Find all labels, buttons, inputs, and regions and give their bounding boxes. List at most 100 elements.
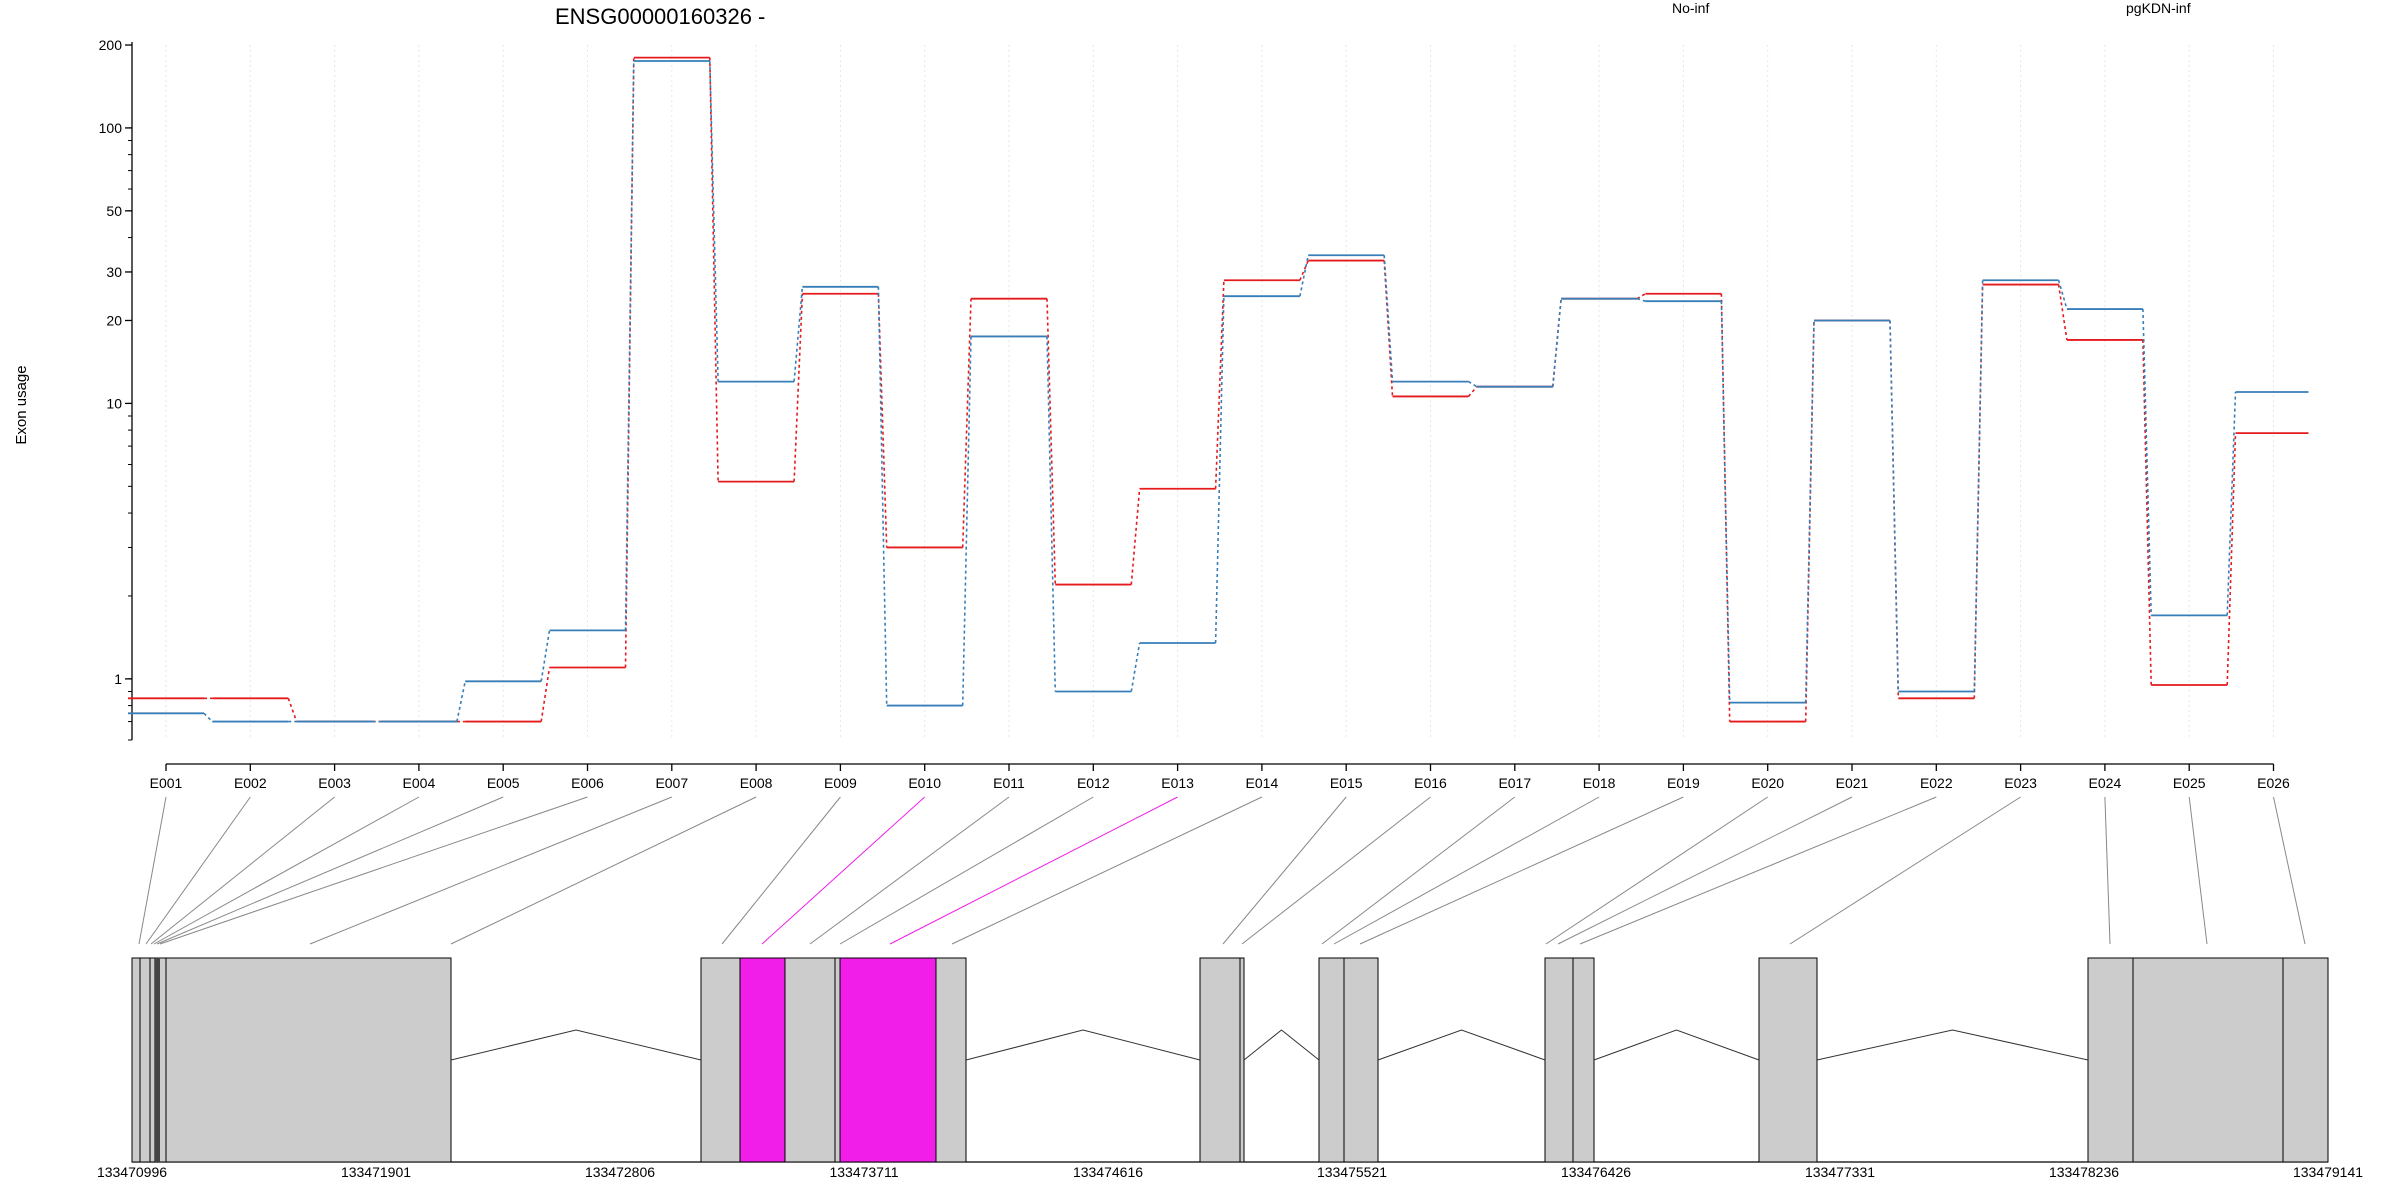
intron-line <box>450 1029 702 1061</box>
connector-e009 <box>721 796 841 945</box>
connector-e014 <box>951 796 1263 945</box>
series-transition <box>540 630 551 682</box>
gene-model: 133470996 133471901 133472806 133473711 1334… <box>97 957 2363 1180</box>
y-tick-label: 20 <box>106 312 122 328</box>
x-tick-label-e021: E021 <box>1836 775 1869 791</box>
x-tick-label-e014: E014 <box>1246 775 1279 791</box>
series-transition <box>1299 255 1309 297</box>
genomic-coordinate-label: 133474616 <box>1073 1164 1143 1180</box>
genomic-coordinate-label: 133479141 <box>2293 1164 2363 1180</box>
connector-e020 <box>1545 796 1768 945</box>
y-tick-label: 10 <box>106 395 122 411</box>
series-transition <box>1130 642 1141 692</box>
exon-box <box>784 957 836 1163</box>
exon-box-highlighted <box>839 957 937 1163</box>
exon-box <box>131 957 141 1163</box>
chart-title: ENSG00000160326 - <box>555 4 765 29</box>
x-tick-label-e016: E016 <box>1414 775 1447 791</box>
intron-line <box>1593 1029 1760 1061</box>
intron-line <box>1377 1029 1546 1061</box>
grid-lines <box>165 45 2274 740</box>
axes: 1 10 20 30 50 100 200 E001 E002 E003 E004 E005 E006 E… <box>99 37 2290 791</box>
x-tick-label-e009: E009 <box>824 775 857 791</box>
exon-box-highlighted <box>739 957 786 1163</box>
exon-box <box>2087 957 2134 1163</box>
series-transition <box>2057 280 2068 310</box>
exon-box <box>1318 957 1345 1163</box>
connector-e002 <box>145 796 251 945</box>
intron-line <box>965 1029 1201 1061</box>
series-transition <box>709 57 719 482</box>
x-tick-label-e005: E005 <box>487 775 520 791</box>
x-tick-label-e020: E020 <box>1751 775 1784 791</box>
connector-e025 <box>2188 796 2208 945</box>
x-tick-label-e001: E001 <box>150 775 183 791</box>
series-transition <box>203 712 213 723</box>
series-transition <box>1552 298 1562 387</box>
x-tick-label-e010: E010 <box>908 775 941 791</box>
connector-e026 <box>2273 796 2306 945</box>
series-transition <box>1467 386 1478 397</box>
connector-e018 <box>1333 796 1600 945</box>
connector-e016 <box>1241 796 1431 945</box>
connector-e024 <box>2104 796 2111 945</box>
y-tick-label: 30 <box>106 264 122 280</box>
data-series <box>128 56 2309 723</box>
legend-entry-no-inf: No-inf <box>1672 0 1709 16</box>
exon-box <box>700 957 741 1163</box>
connector-e023 <box>1789 796 2021 945</box>
genomic-coordinate-label: 133472806 <box>585 1164 655 1180</box>
genomic-coordinate-label: 133471901 <box>341 1164 411 1180</box>
connector-e022 <box>1579 796 1937 945</box>
connector-e019 <box>1359 796 1684 945</box>
series-transition <box>877 286 888 706</box>
series-transition <box>1214 296 1225 644</box>
exon-box <box>2132 957 2284 1163</box>
series-transition <box>2226 391 2237 616</box>
series-transition <box>1214 280 1225 489</box>
exon-box <box>935 957 967 1163</box>
x-tick-label-e015: E015 <box>1330 775 1363 791</box>
series-transition <box>961 336 972 706</box>
series-transition <box>456 681 466 722</box>
connector-e012 <box>839 796 1094 945</box>
connector-e008 <box>450 796 757 945</box>
x-tick-label-e012: E012 <box>1077 775 1110 791</box>
x-tick-label-e023: E023 <box>2004 775 2037 791</box>
exon-box <box>149 957 156 1163</box>
x-tick-label-e002: E002 <box>234 775 267 791</box>
y-tick-label: 200 <box>99 37 123 53</box>
x-tick-label-e024: E024 <box>2089 775 2122 791</box>
x-tick-label-e007: E007 <box>655 775 688 791</box>
series-transition <box>1383 255 1394 382</box>
exon-box <box>1199 957 1241 1163</box>
exon-box <box>1343 957 1379 1163</box>
genomic-coordinate-label: 133473711 <box>829 1164 898 1180</box>
series-transition <box>2226 433 2237 686</box>
series-transition <box>1889 320 1900 692</box>
y-tick-label: 100 <box>99 120 123 136</box>
series-transition <box>1804 320 1815 703</box>
x-tick-label-e025: E025 <box>2173 775 2206 791</box>
x-tick-label-e008: E008 <box>740 775 773 791</box>
series-transition <box>793 293 804 482</box>
series-transition <box>1720 301 1731 703</box>
exon-box <box>834 957 841 1163</box>
x-tick-label-e022: E022 <box>1920 775 1953 791</box>
exon-box <box>1544 957 1574 1163</box>
x-tick-label-e026: E026 <box>2257 775 2290 791</box>
x-tick-label-e004: E004 <box>403 775 436 791</box>
exon-marker <box>155 958 160 1162</box>
genomic-coordinate-label: 133476426 <box>1561 1164 1631 1180</box>
y-axis-label: Exon usage <box>13 365 30 444</box>
series-transition <box>709 60 719 382</box>
y-tick-label: 50 <box>106 203 122 219</box>
connector-e007 <box>309 796 672 945</box>
series-transition <box>540 667 551 722</box>
series-transition <box>1046 336 1057 692</box>
legend-entry-pgkdn-inf: pgKDN-inf <box>2126 0 2191 16</box>
genomic-coordinate-label: 133477331 <box>1805 1164 1875 1180</box>
x-tick-label-e018: E018 <box>1583 775 1616 791</box>
series-transition <box>1636 297 1646 302</box>
